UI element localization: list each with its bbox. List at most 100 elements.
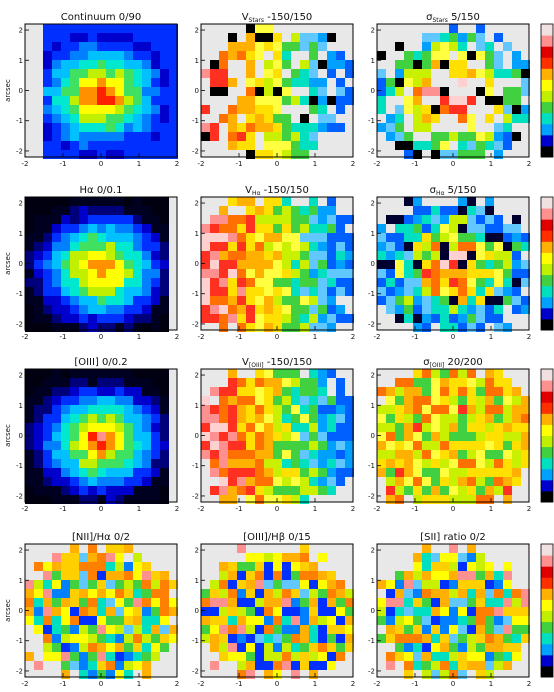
pixel-bin <box>282 414 291 423</box>
pixel-bin <box>43 616 52 625</box>
pixel-bin <box>79 396 88 405</box>
pixel-bin <box>485 652 494 661</box>
pixel-bin <box>237 314 246 323</box>
pixel-bin <box>476 396 485 405</box>
pixel-bin <box>88 571 97 580</box>
pixel-bin <box>79 571 88 580</box>
colorbar-segment <box>541 391 553 403</box>
pixel-bin <box>237 305 246 314</box>
pixel-bin <box>201 589 210 598</box>
pixel-bin <box>467 616 476 625</box>
pixel-bin <box>97 486 106 495</box>
y-axis-label: arcsec <box>4 424 12 447</box>
pixel-bin <box>151 224 160 233</box>
pixel-bin <box>485 269 494 278</box>
pixel-bin <box>404 96 413 105</box>
y-tick-label: -2 <box>192 492 199 500</box>
pixel-bin <box>142 141 151 150</box>
pixel-bin <box>97 224 106 233</box>
x-tick-label: 0 <box>275 505 279 513</box>
pixel-bin <box>467 553 476 562</box>
pixel-bin <box>336 87 345 96</box>
pixel-bin <box>273 495 282 504</box>
pixel-bin <box>237 287 246 296</box>
pixel-bin <box>431 459 440 468</box>
pixel-bin <box>43 441 52 450</box>
pixel-bin <box>246 486 255 495</box>
pixel-bin <box>327 459 336 468</box>
pixel-bin <box>431 634 440 643</box>
pixel-bin <box>458 396 467 405</box>
pixel-bin <box>494 616 503 625</box>
pixel-bin <box>318 305 327 314</box>
pixel-bin <box>237 405 246 414</box>
pixel-bin <box>52 87 61 96</box>
pixel-bin <box>246 78 255 87</box>
pixel-bin <box>309 215 318 224</box>
x-tick-label: 0 <box>99 160 103 168</box>
pixel-bin <box>345 423 354 432</box>
pixel-bin <box>494 486 503 495</box>
pixel-bin <box>467 296 476 305</box>
pixel-bin <box>97 405 106 414</box>
pixel-bin <box>431 495 440 504</box>
pixel-bin <box>52 105 61 114</box>
pixel-bin <box>300 233 309 242</box>
pixel-bin <box>142 369 151 378</box>
pixel-bin <box>61 87 70 96</box>
pixel-bin <box>133 432 142 441</box>
pixel-bin <box>345 405 354 414</box>
pixel-bin <box>115 287 124 296</box>
pixel-bin <box>201 224 210 233</box>
pixel-bin <box>25 369 34 378</box>
pixel-bin <box>246 562 255 571</box>
pixel-bin <box>431 405 440 414</box>
pixel-bin <box>264 305 273 314</box>
pixel-bin <box>485 423 494 432</box>
pixel-bin <box>345 278 354 287</box>
pixel-bin <box>160 405 169 414</box>
pixel-bin <box>494 396 503 405</box>
pixel-bin <box>440 580 449 589</box>
pixel-bin <box>25 468 34 477</box>
pixel-bin <box>43 378 52 387</box>
pixel-bin <box>160 414 169 423</box>
pixel-bin <box>494 625 503 634</box>
pixel-bin <box>88 670 97 679</box>
pixel-bin <box>300 405 309 414</box>
pixel-bin <box>309 123 318 132</box>
colorbar-segment <box>541 457 553 470</box>
pixel-bin <box>255 323 264 332</box>
pixel-bin <box>291 378 300 387</box>
pixel-bin <box>124 141 133 150</box>
pixel-bin <box>422 251 431 260</box>
pixel-bin <box>255 553 264 562</box>
pixel-bin <box>336 215 345 224</box>
pixel-bin <box>160 260 169 269</box>
pixel-bin <box>431 260 440 269</box>
pixel-bin <box>431 60 440 69</box>
pixel-bin <box>336 78 345 87</box>
pixel-bin <box>246 495 255 504</box>
pixel-bin <box>300 589 309 598</box>
pixel-bin <box>43 42 52 51</box>
pixel-bin <box>228 459 237 468</box>
pixel-bin <box>327 589 336 598</box>
pixel-bin <box>336 432 345 441</box>
pixel-bin <box>124 197 133 206</box>
pixel-bin <box>300 141 309 150</box>
pixel-bin <box>255 387 264 396</box>
pixel-bin <box>133 224 142 233</box>
pixel-bin <box>449 625 458 634</box>
pixel-bin <box>309 432 318 441</box>
pixel-bin <box>318 269 327 278</box>
y-tick-label: -2 <box>368 667 375 675</box>
pixel-bin <box>219 432 228 441</box>
pixel-bin <box>377 96 386 105</box>
y-tick-label: -1 <box>368 290 375 298</box>
pixel-bin <box>106 323 115 332</box>
pixel-bin <box>246 441 255 450</box>
pixel-bin <box>106 396 115 405</box>
pixel-bin <box>309 571 318 580</box>
pixel-bin <box>34 224 43 233</box>
